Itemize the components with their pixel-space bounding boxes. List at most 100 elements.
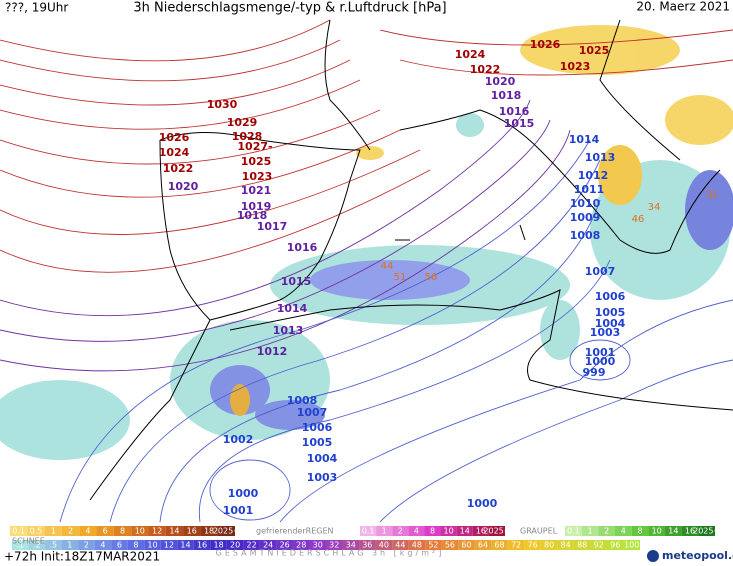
total-step: 22: [247, 541, 257, 550]
init-text: +72h Init:18Z17MAR2021: [4, 550, 160, 564]
total-step: 100: [624, 541, 639, 550]
snow-step: 8: [120, 527, 125, 536]
header-date: 20. Maerz 2021: [636, 0, 730, 14]
freezing-rain-swatch: [360, 526, 377, 536]
total-step: 16: [197, 541, 207, 550]
isobar-label: 1007: [585, 265, 616, 278]
graupel-swatch: [665, 526, 682, 536]
snow-step: 1: [51, 527, 56, 536]
isobar-label: 1025: [241, 155, 272, 168]
brand: meteopool.org: [662, 549, 733, 562]
total-swatch: [375, 540, 393, 550]
precip-label: 44: [381, 261, 394, 272]
isobar-label: 1011: [574, 183, 605, 196]
total-step: 10: [147, 541, 157, 550]
isobar-label: 1024: [455, 48, 486, 61]
total-swatch: [392, 540, 409, 550]
isobar-label: 1018: [491, 89, 522, 102]
isobar-label: 1001: [223, 504, 254, 517]
total-step: 72: [511, 541, 521, 550]
graupel-step: 1: [587, 527, 592, 536]
total-step: 60: [461, 541, 471, 550]
isobar-label: 1009: [570, 211, 601, 224]
freezing-rain-swatch: [488, 526, 505, 536]
snow-swatch: [165, 526, 184, 536]
isobar-label: 1022: [163, 162, 194, 175]
total-step: 18: [213, 541, 223, 550]
isobar-label: 1025: [579, 44, 610, 57]
graupel-swatch: [681, 526, 699, 536]
isobar-label: 1012: [257, 345, 288, 358]
total-swatch: [326, 540, 343, 550]
total-step: 56: [445, 541, 455, 550]
total-step: .1: [16, 541, 24, 550]
graupel-step: 0.1: [567, 527, 580, 536]
total-swatch: [144, 540, 161, 550]
snow-step: 2: [68, 527, 73, 536]
snow-swatch: [131, 526, 149, 536]
total-step: .5: [49, 541, 57, 550]
total-swatch: [259, 540, 277, 550]
total-step: 68: [494, 541, 504, 550]
freezing-rain-swatch: [408, 526, 425, 536]
total-step: 92: [594, 541, 604, 550]
graupel-swatch: [581, 526, 599, 536]
total-swatch: [458, 540, 475, 550]
isobar-label: 1012: [578, 169, 609, 182]
labels: 1030102910281027-10261025102410231022102…: [159, 38, 719, 517]
precip-label: 34: [648, 202, 661, 213]
total-step: 44: [395, 541, 405, 550]
isobar-label: 1023: [560, 60, 591, 73]
isobars: [0, 19, 733, 523]
total-swatch: [359, 540, 376, 550]
isobar-label: 1006: [302, 421, 333, 434]
isobar-label: 1008: [570, 229, 601, 242]
isobar-label: 1014: [277, 302, 308, 315]
total-swatch: [606, 540, 624, 550]
snow-step: 16: [187, 527, 197, 536]
snow-swatch: [148, 526, 166, 536]
isobar-label: 1017: [257, 220, 288, 233]
isobar-label: 1001: [585, 346, 616, 359]
header-left: ???, 19Uhr: [5, 1, 68, 15]
isobar-label: 1000: [467, 497, 498, 510]
total-swatch: [309, 540, 326, 550]
isobar-label: 1006: [595, 290, 626, 303]
coastlines: [89, 19, 733, 501]
freezing-rain-swatch: [456, 526, 473, 536]
freezing-rain-label: gefrierenderREGEN: [256, 527, 334, 536]
snow-step: 6: [103, 527, 108, 536]
freezing-rain-step: 8: [430, 527, 435, 536]
freezing-rain-step: 10: [444, 527, 454, 536]
total-swatch: [276, 540, 293, 550]
graupel-label: GRAUPEL: [520, 527, 558, 536]
snow-swatch: [61, 526, 80, 536]
total-swatch: [491, 540, 508, 550]
freezing-rain-step: 16: [476, 527, 486, 536]
isobar-label: 1026: [159, 131, 190, 144]
total-step: 36: [362, 541, 372, 550]
isobar-label: 1002: [223, 433, 254, 446]
isobar-label: 1005: [595, 306, 626, 319]
total-step: 76: [527, 541, 537, 550]
isobar-label: 1018: [237, 209, 268, 222]
freezing-rain-swatch: [392, 526, 409, 536]
graupel-swatch: [698, 526, 715, 536]
total-swatch: [226, 540, 244, 550]
total-step: 2: [84, 541, 89, 550]
total-step: 14: [180, 541, 190, 550]
total-swatch: [127, 540, 145, 550]
isobar-label: 1026: [530, 38, 561, 51]
total-step: 88: [577, 541, 587, 550]
isobar-label: 1029: [227, 116, 258, 129]
snow-step: 2025+: [213, 527, 240, 536]
graupel-step: 4: [621, 527, 626, 536]
precip-label: 31: [706, 190, 719, 201]
total-swatch: [94, 540, 112, 550]
snow-swatch: [113, 526, 132, 536]
graupel-step: 14: [668, 527, 678, 536]
total-swatch: [573, 540, 591, 550]
total-swatch: [408, 540, 426, 550]
precip-label: 51: [394, 272, 407, 283]
